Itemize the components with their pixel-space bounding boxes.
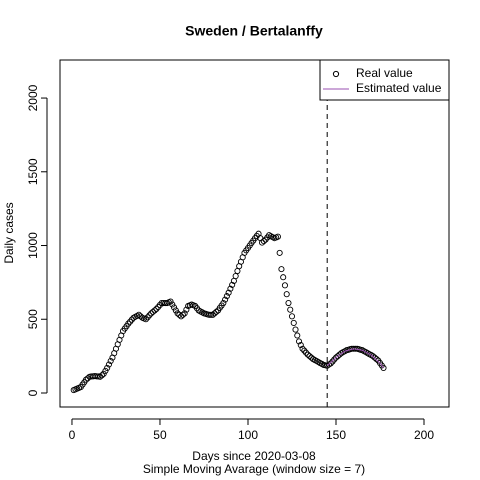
data-point <box>327 360 334 367</box>
data-point <box>332 354 340 361</box>
estimated-line <box>326 348 384 369</box>
x-tick-label: 0 <box>69 428 76 442</box>
data-point <box>178 313 185 320</box>
data-point <box>232 272 239 280</box>
data-point <box>174 310 181 317</box>
data-point <box>207 311 215 318</box>
data-point <box>220 299 227 307</box>
data-point <box>107 357 114 365</box>
data-point <box>135 311 142 318</box>
data-point <box>280 274 287 281</box>
data-point <box>104 364 111 371</box>
data-point <box>260 238 267 245</box>
data-point <box>206 311 213 318</box>
data-point <box>181 310 188 317</box>
data-point <box>153 305 160 312</box>
y-tick-label: 500 <box>26 309 40 329</box>
data-point <box>169 301 176 308</box>
data-point <box>98 372 105 379</box>
data-point <box>176 311 183 318</box>
data-point <box>148 310 155 317</box>
data-point <box>172 307 179 314</box>
data-point <box>225 289 232 296</box>
data-point <box>371 354 378 361</box>
data-point <box>334 353 341 360</box>
x-axis-label: Days since 2020-03-08 <box>192 449 316 463</box>
data-point <box>142 316 149 323</box>
y-tick-label: 1500 <box>26 158 40 185</box>
data-point <box>276 249 283 256</box>
data-point <box>373 356 380 363</box>
data-point <box>290 319 297 326</box>
data-point <box>274 233 281 240</box>
data-point <box>283 291 290 298</box>
data-point <box>167 298 174 305</box>
data-point <box>171 304 178 311</box>
data-point <box>105 361 112 368</box>
data-point <box>100 370 107 377</box>
data-point <box>285 299 292 307</box>
data-point <box>179 311 186 318</box>
data-point <box>292 326 299 333</box>
x-tick-label: 200 <box>414 428 434 442</box>
data-point <box>303 349 310 356</box>
data-point <box>222 296 229 303</box>
legend-label: Estimated value <box>356 81 442 95</box>
data-point <box>229 281 236 288</box>
data-point <box>278 266 285 273</box>
data-point <box>294 332 301 339</box>
data-point <box>102 367 109 374</box>
plot-frame <box>59 59 450 408</box>
data-point <box>125 320 132 327</box>
data-point <box>128 316 135 323</box>
y-tick-label: 0 <box>26 389 40 396</box>
data-point <box>151 307 158 314</box>
data-point <box>288 313 296 320</box>
legend-label: Real value <box>356 66 413 80</box>
data-point <box>369 353 377 360</box>
legend-point <box>332 70 340 78</box>
legend-box <box>319 59 450 101</box>
data-point <box>149 308 156 315</box>
x-tick-label: 50 <box>153 428 167 442</box>
data-point <box>83 376 90 383</box>
data-point <box>84 375 91 382</box>
data-point <box>146 312 153 319</box>
y-tick-label: 2000 <box>26 84 40 111</box>
data-point <box>306 353 313 360</box>
data-point <box>304 351 311 358</box>
data-point <box>287 306 294 313</box>
x-tick-label: 100 <box>238 428 258 442</box>
data-point <box>213 308 220 315</box>
data-point <box>297 342 304 349</box>
data-point <box>299 345 306 352</box>
data-point <box>259 239 266 246</box>
x-tick-label: 150 <box>326 428 346 442</box>
data-point <box>162 299 169 307</box>
y-tick-label: 1000 <box>26 232 40 259</box>
data-point <box>227 285 234 292</box>
data-point <box>211 310 218 317</box>
data-point <box>331 356 338 363</box>
data-point <box>281 282 289 289</box>
chart-title: Sweden / Bertalanffy <box>185 23 323 39</box>
data-point <box>156 301 164 308</box>
data-point <box>183 306 190 313</box>
data-point <box>97 373 104 380</box>
y-axis-label: Daily cases <box>2 202 16 263</box>
data-point <box>209 311 216 318</box>
data-point <box>380 364 387 371</box>
data-point <box>295 338 303 345</box>
data-point <box>223 293 230 300</box>
subtitle: Simple Moving Avarage (window size = 7) <box>143 462 365 476</box>
